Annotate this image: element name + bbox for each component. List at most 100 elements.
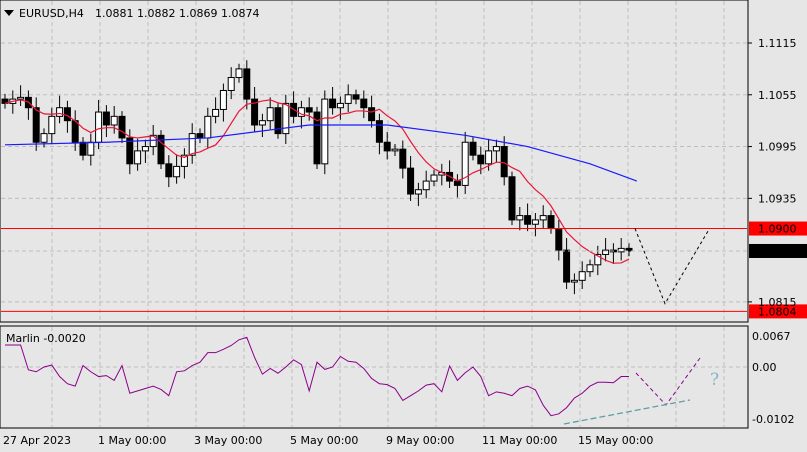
marlin-tick: 0.0067 [752,330,791,343]
time-label: 11 May 00:00 [482,434,557,447]
candle-body [48,115,56,135]
candle-body [17,96,25,100]
time-label: 5 May 00:00 [290,434,358,447]
marlin-label: Marlin -0.0020 [6,332,86,345]
candle-body [95,111,103,143]
candle-body [32,107,40,143]
candle-body [391,148,399,152]
candle-body [500,146,508,178]
candle-body [71,120,79,143]
candle-body [134,150,142,165]
time-label: 9 May 00:00 [386,434,454,447]
candle-body [87,141,95,156]
candle-body [204,115,212,139]
price-tick-label: 1.1055 [758,89,797,102]
marlin-indicator [5,336,701,425]
candle-body [531,219,539,225]
candle-body [313,111,321,165]
time-label: 15 May 00:00 [578,434,653,447]
candle-body [282,102,290,135]
forecast-price-path [634,228,709,305]
candle-body [563,249,571,283]
candle-body [63,107,71,122]
indicator-pane[interactable] [0,325,749,429]
candle-body [360,98,368,109]
current-price-label: 1.0874 [758,245,797,258]
candle-body [243,68,251,100]
divergence-trendline [563,399,691,425]
candle-body [422,180,430,191]
question-mark: ? [710,370,719,390]
candle-body [321,98,329,165]
slow-ma-line [4,124,638,182]
candle-body [305,107,313,113]
marlin-tick: 0.00 [752,361,777,374]
candle-body [586,264,594,273]
candle-body [407,167,415,195]
candle-body [578,271,586,281]
candle-body [212,108,220,117]
candle-body [492,146,500,152]
candle-body [336,102,344,109]
candle-body [453,180,461,186]
candle-body [102,111,110,126]
candle-body [110,115,118,126]
candle-body [56,107,64,117]
moving-averages [4,99,638,264]
candle-body [118,115,126,139]
price-tick-label: 1.0935 [758,192,797,205]
candle-body [570,279,578,283]
time-label: 1 May 00:00 [98,434,166,447]
candle-body [399,148,407,169]
main-chart-area[interactable] [0,0,749,323]
current-price-bg [749,243,807,258]
candle-body [461,141,469,186]
candle-body [258,120,266,126]
candle-body [40,133,48,143]
candle-body [79,141,87,156]
candle-body [375,120,383,143]
grid [1,1,747,427]
candle-body [516,215,524,221]
candle-body [368,107,376,122]
candle-body [602,249,610,255]
candle-body [173,165,181,178]
candle-body [430,174,438,182]
candle-body [625,247,633,252]
candle-body [251,98,259,126]
candle-body [180,154,188,167]
marlin-tick: -0.0102 [752,413,794,426]
candle-body [524,215,532,225]
price-tick-label: 1.0995 [758,141,797,154]
price-tick-label: 1.0815 [758,296,797,309]
candle-body [555,228,563,251]
candle-body [141,146,149,152]
candle-body [329,98,337,109]
candle-body [344,94,352,104]
ohlc-values: 1.0881 1.0882 1.0869 1.0874 [95,7,259,20]
marlin-line [5,336,629,417]
support-price-label: 1.0804 [758,305,797,318]
candle-body [274,107,282,135]
candle-body [188,133,196,156]
dropdown-triangle-icon[interactable] [4,10,14,16]
candle-body [539,215,547,221]
candle-body [469,141,477,156]
candle-body [508,176,516,221]
candle-body [383,141,391,152]
price-tick-label: 1.1115 [758,37,797,50]
symbol-label: EURUSD,H4 [19,7,84,20]
candle-body [485,150,493,165]
candle-body [235,68,243,79]
levels: 1.0900 1.0804 1.0874 [1,221,807,319]
candle-body [165,163,173,178]
candle-body [617,247,625,253]
candle-body [196,133,204,139]
price-axis: 1.1115 1.1055 1.0995 1.0935 1.0815 [748,37,797,309]
support-label-bg [749,304,807,319]
candle-body [157,134,165,165]
time-label: 3 May 00:00 [194,434,262,447]
candle-body [227,77,235,91]
candle-body [352,94,360,100]
